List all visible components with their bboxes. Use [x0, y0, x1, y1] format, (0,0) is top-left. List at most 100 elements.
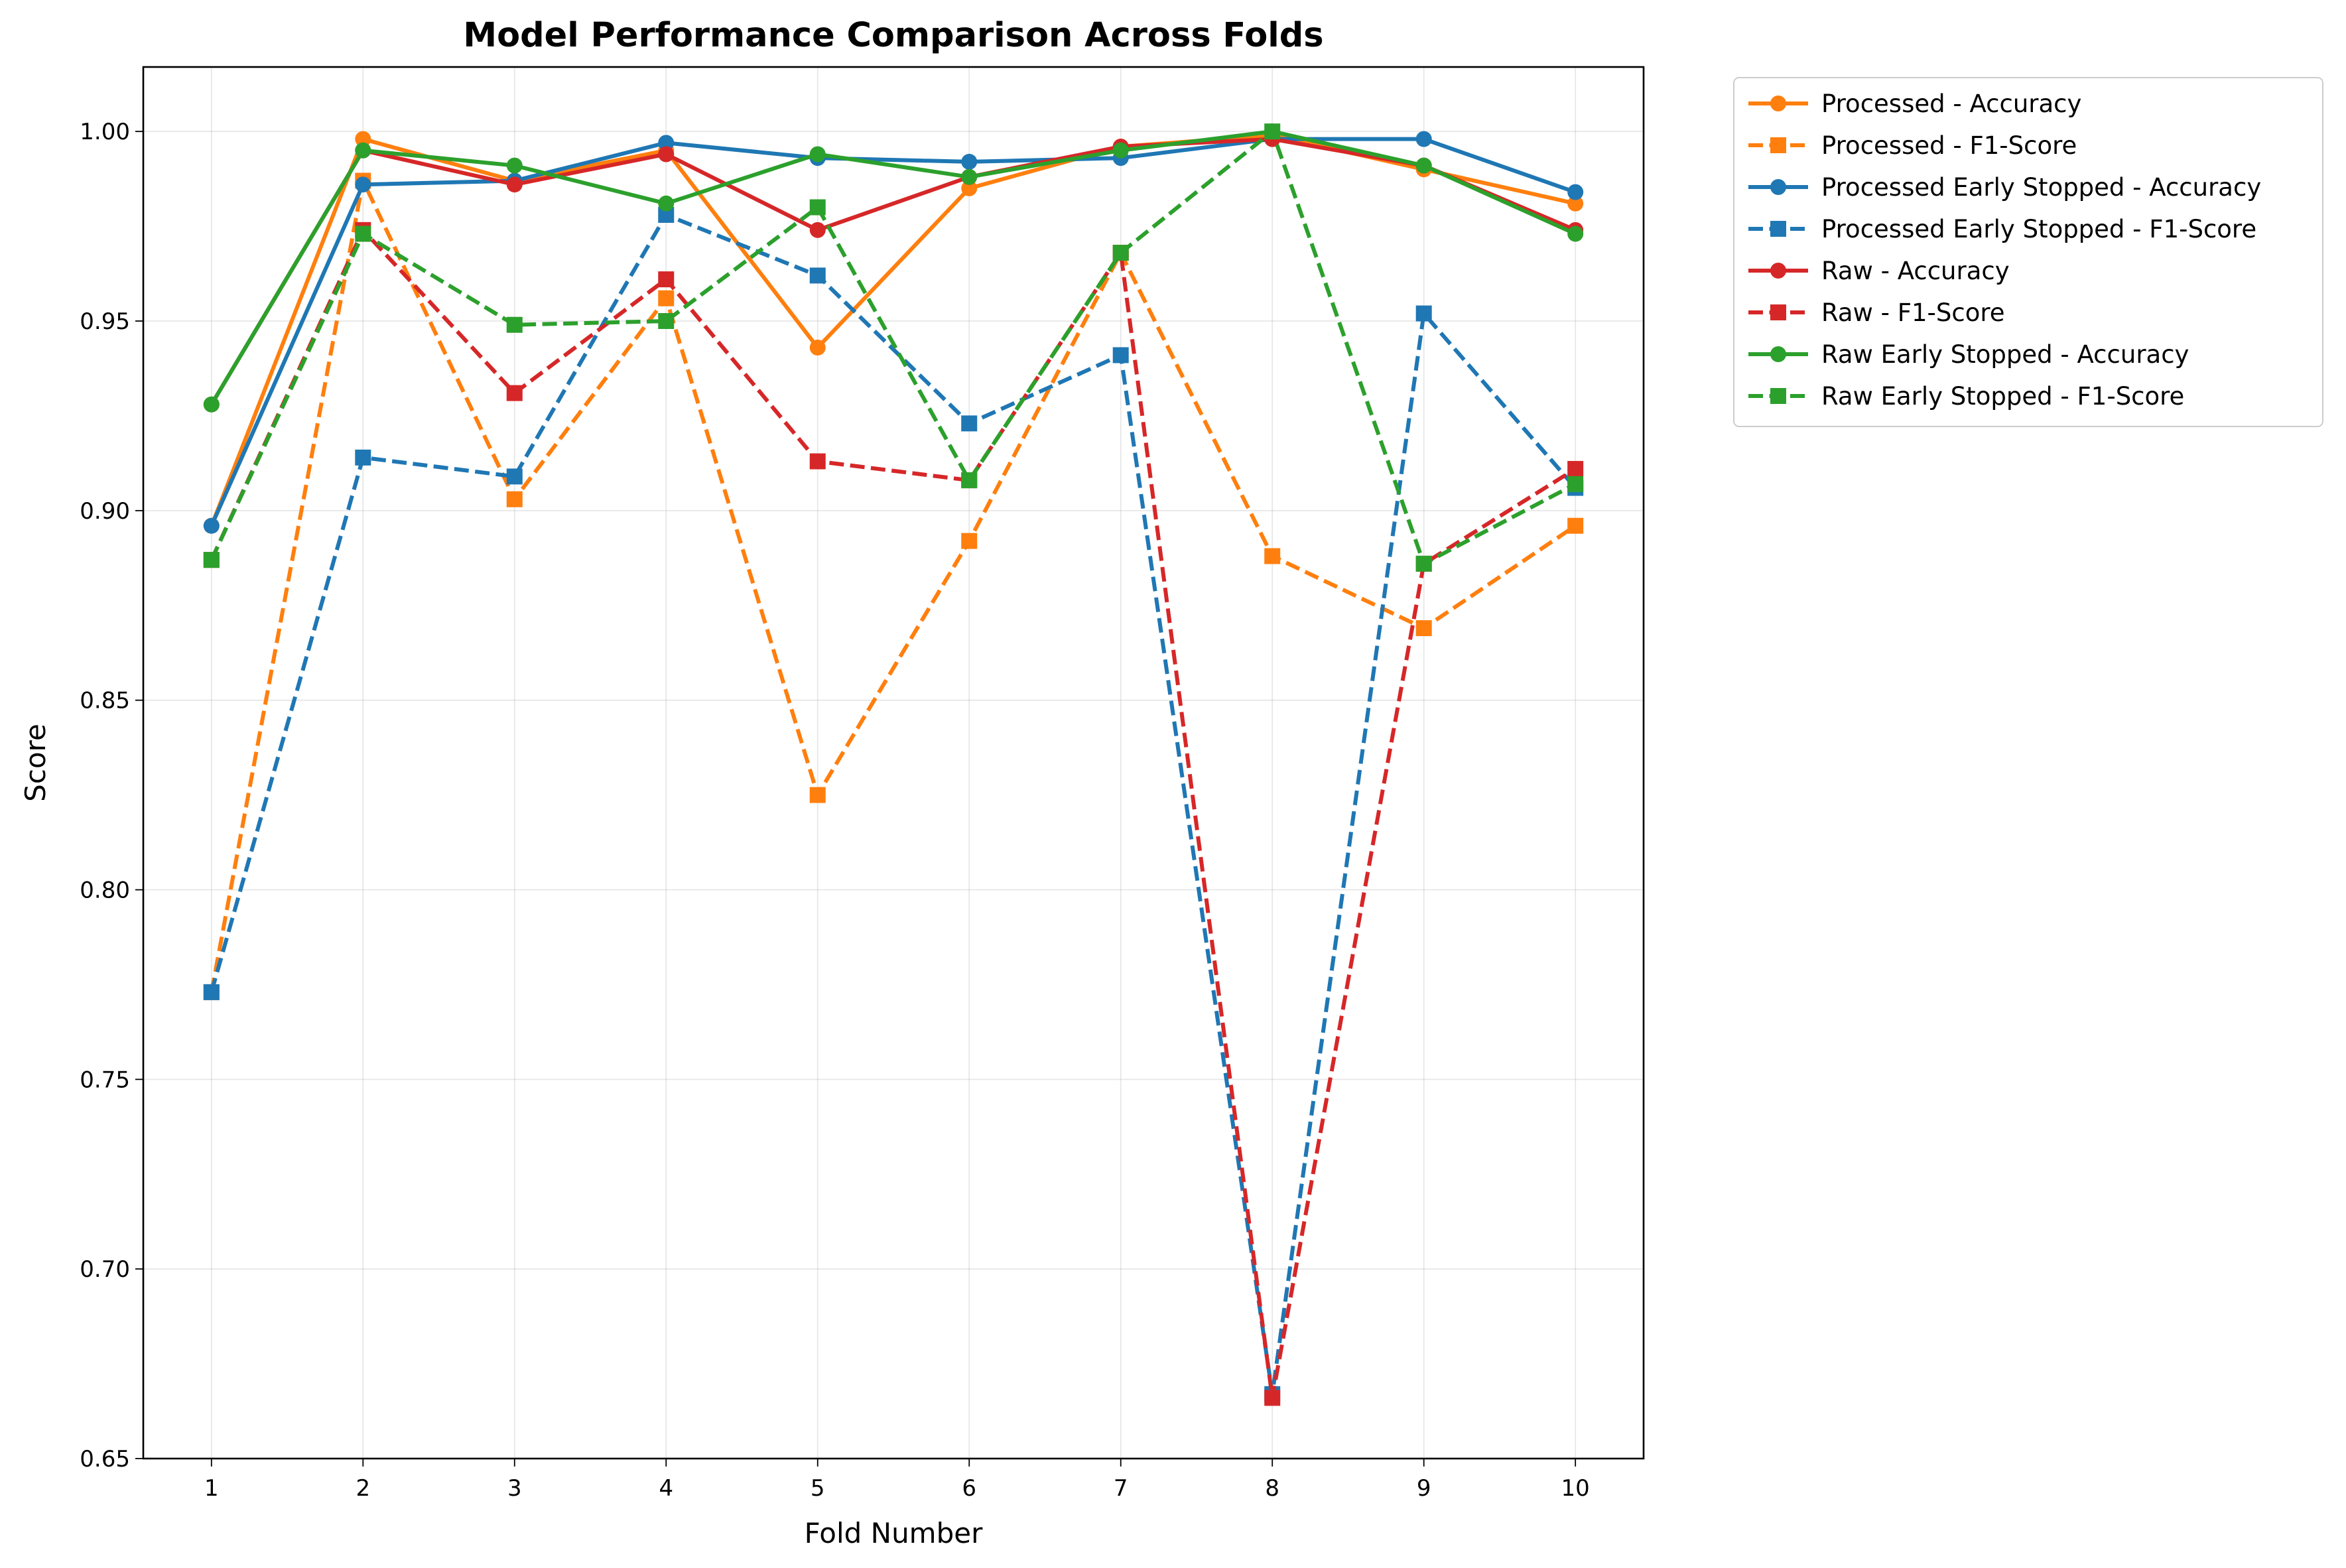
- legend-item: Raw Early Stopped - F1-Score: [1748, 382, 2184, 411]
- data-point: [961, 415, 978, 432]
- x-tick-label: 6: [962, 1475, 976, 1502]
- data-point: [961, 180, 978, 196]
- data-point: [1415, 555, 1432, 572]
- data-point: [355, 226, 371, 242]
- series-line: [209, 129, 1578, 407]
- data-point: [1264, 1390, 1281, 1406]
- series-line: [210, 228, 1577, 1400]
- y-tick-label: 0.90: [80, 498, 130, 525]
- series-raw-early-stopped-f1-score: [203, 123, 1584, 572]
- data-point: [961, 533, 978, 549]
- x-tick-label: 4: [659, 1475, 673, 1502]
- data-point: [809, 787, 826, 803]
- y-tick-label: 1.00: [80, 119, 130, 145]
- series-line: [209, 178, 1577, 993]
- data-point: [506, 491, 523, 507]
- series-line: [209, 137, 1578, 407]
- legend-swatch-marker: [1770, 96, 1786, 111]
- data-point: [355, 131, 371, 147]
- legend-swatch-marker: [1770, 346, 1786, 362]
- data-point: [961, 168, 978, 185]
- legend-item: Raw - Accuracy: [1748, 257, 2010, 285]
- data-point: [1415, 305, 1432, 322]
- ticks: 1 2 3 4 5 6 7 8 9 10 0.65 0.70 0.75 0.80 0.85 0.90 0.95 1…: [80, 119, 1590, 1502]
- legend-swatch-marker: [1770, 221, 1786, 237]
- data-point: [1264, 123, 1281, 140]
- legend: Processed - Accuracy Processed - F1-Score…: [1733, 77, 2323, 427]
- legend-swatch-marker: [1770, 137, 1786, 153]
- legend-label: Raw Early Stopped - F1-Score: [1821, 382, 2184, 411]
- data-point: [203, 396, 220, 413]
- x-tick-label: 10: [1561, 1475, 1590, 1502]
- data-point: [1567, 476, 1584, 492]
- data-point: [809, 199, 826, 216]
- y-tick-label: 0.95: [80, 308, 130, 335]
- data-point: [506, 385, 523, 401]
- data-point: [1567, 460, 1584, 477]
- data-point: [809, 146, 826, 163]
- data-point: [1112, 142, 1129, 159]
- legend-swatch-marker: [1770, 388, 1786, 404]
- data-point: [658, 313, 675, 330]
- data-point: [355, 176, 371, 193]
- data-point: [1415, 620, 1432, 637]
- data-point: [506, 316, 523, 333]
- data-point: [1112, 245, 1129, 261]
- series-raw-early-stopped-accuracy: [203, 123, 1584, 413]
- data-point: [203, 517, 220, 534]
- data-point: [506, 468, 523, 485]
- data-point: [961, 472, 978, 489]
- data-point: [1567, 517, 1584, 534]
- x-tick-label: 9: [1417, 1475, 1431, 1502]
- legend-label: Raw Early Stopped - Accuracy: [1821, 340, 2189, 369]
- x-tick-label: 8: [1265, 1475, 1279, 1502]
- y-tick-label: 0.70: [80, 1256, 130, 1283]
- x-tick-label: 1: [204, 1475, 219, 1502]
- chart-title: Model Performance Comparison Across Fold…: [463, 16, 1323, 55]
- data-point: [1415, 157, 1432, 174]
- data-point: [658, 195, 675, 212]
- legend-label: Processed Early Stopped - F1-Score: [1821, 215, 2256, 243]
- plot-frame: [142, 66, 1645, 1460]
- legend-swatch-marker: [1770, 263, 1786, 279]
- y-tick-label: 0.80: [80, 878, 130, 904]
- data-point: [203, 552, 220, 568]
- y-tick-label: 0.65: [80, 1446, 130, 1472]
- series-layer: [203, 123, 1584, 1406]
- x-tick-label: 7: [1114, 1475, 1128, 1502]
- data-point: [1112, 347, 1129, 363]
- data-point: [355, 142, 371, 159]
- data-point: [203, 984, 220, 1000]
- legend-item: Processed - F1-Score: [1748, 131, 2077, 160]
- legend-item: Processed Early Stopped - Accuracy: [1748, 173, 2261, 202]
- legend-label: Raw - Accuracy: [1821, 257, 2010, 285]
- legend-swatch-marker: [1770, 304, 1786, 320]
- legend-item: Processed - Accuracy: [1748, 90, 2081, 118]
- data-point: [1415, 131, 1432, 147]
- x-tick-label: 3: [507, 1475, 522, 1502]
- data-point: [1567, 184, 1584, 200]
- data-point: [809, 453, 826, 470]
- legend-label: Processed Early Stopped - Accuracy: [1821, 173, 2261, 202]
- legend-label: Processed - Accuracy: [1821, 90, 2081, 118]
- x-tick-label: 5: [811, 1475, 825, 1502]
- series-line: [209, 212, 1577, 1396]
- data-point: [355, 449, 371, 466]
- data-point: [658, 271, 675, 288]
- legend-swatch-marker: [1770, 179, 1786, 195]
- legend-item: Raw - F1-Score: [1748, 298, 2005, 327]
- legend-item: Raw Early Stopped - Accuracy: [1748, 340, 2189, 369]
- y-tick-label: 0.75: [80, 1067, 130, 1093]
- data-point: [1264, 548, 1281, 564]
- data-point: [658, 290, 675, 306]
- data-point: [1567, 226, 1584, 242]
- data-point: [658, 135, 675, 151]
- x-tick-label: 2: [356, 1475, 370, 1502]
- data-point: [809, 340, 826, 356]
- legend-label: Processed - F1-Score: [1821, 131, 2077, 160]
- legend-label: Raw - F1-Score: [1821, 298, 2005, 327]
- data-point: [1567, 195, 1584, 212]
- data-point: [809, 267, 826, 284]
- y-tick-label: 0.85: [80, 688, 130, 714]
